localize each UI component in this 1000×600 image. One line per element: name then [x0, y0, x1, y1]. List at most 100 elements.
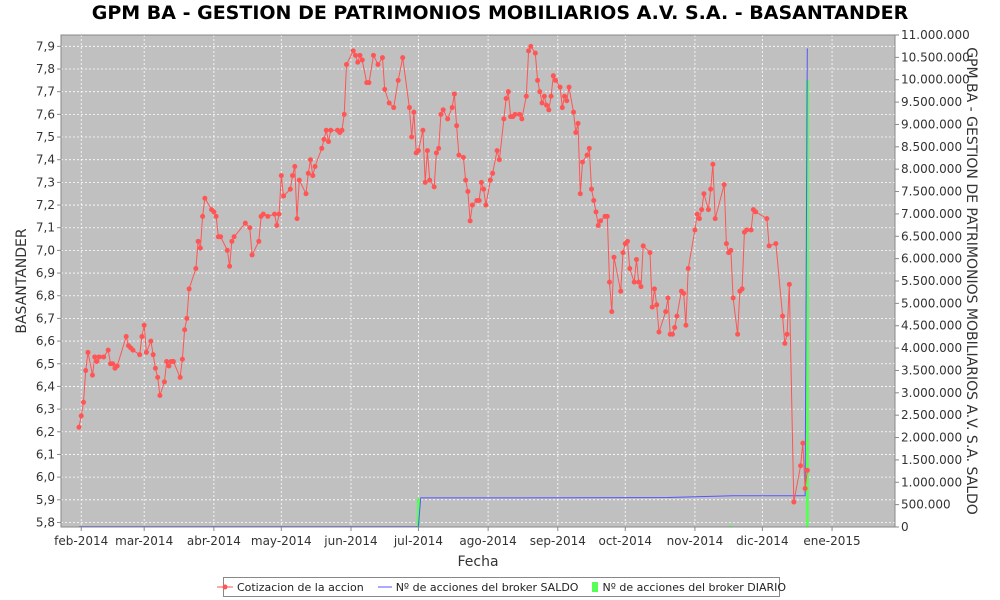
y2-tick-label: 2.000.000 — [901, 431, 962, 445]
price-point — [766, 243, 772, 249]
price-point — [195, 238, 201, 244]
price-point — [265, 213, 271, 219]
price-point — [310, 173, 316, 179]
price-point — [782, 340, 788, 346]
price-point — [101, 354, 107, 360]
price-point — [654, 302, 660, 308]
price-point — [638, 284, 644, 290]
price-point — [445, 116, 451, 122]
y2-axis-label: GPM BA - GESTION DE PATRIMONIOS MOBILIAR… — [963, 47, 979, 515]
price-point — [651, 286, 657, 292]
price-point — [735, 331, 741, 337]
price-point — [519, 116, 525, 122]
price-point — [609, 309, 615, 315]
price-point — [231, 234, 237, 240]
price-point — [669, 331, 675, 337]
y2-tick-label: 10.500.000 — [901, 50, 970, 64]
price-point — [427, 177, 433, 183]
price-point — [164, 358, 170, 364]
price-point — [611, 254, 617, 260]
price-point — [343, 61, 349, 67]
price-point — [548, 93, 554, 99]
price-point — [89, 372, 95, 378]
price-point — [137, 352, 143, 358]
y2-tick-label: 7.000.000 — [901, 207, 962, 221]
price-point — [665, 295, 671, 301]
price-point — [553, 77, 559, 83]
price-point — [692, 227, 698, 233]
x-tick-label: jul-2014 — [393, 534, 443, 548]
price-point — [292, 164, 298, 170]
price-point — [123, 334, 129, 340]
price-point — [786, 281, 792, 287]
y-tick-label: 7,6 — [36, 107, 55, 121]
y2-tick-label: 6.500.000 — [901, 229, 962, 243]
price-point — [478, 179, 484, 185]
price-point — [701, 191, 707, 197]
price-point — [186, 286, 192, 292]
legend-price-label: Cotizacion de la accion — [236, 580, 364, 594]
price-point — [202, 195, 208, 201]
y2-tick-label: 5.000.000 — [901, 296, 962, 310]
price-point — [294, 216, 300, 222]
price-point — [130, 347, 136, 353]
price-point — [177, 374, 183, 380]
y2-tick-label: 1.000.000 — [901, 475, 962, 489]
y2-tick-label: 7.500.000 — [901, 185, 962, 199]
price-point — [305, 170, 311, 176]
x-tick-label: oct-2014 — [598, 534, 652, 548]
y-tick-label: 7,8 — [36, 62, 55, 76]
price-point — [197, 245, 203, 251]
price-point — [683, 322, 689, 328]
daily-bar — [416, 498, 420, 527]
y2-tick-label: 10.000.000 — [901, 73, 970, 87]
grid-lines — [61, 35, 895, 527]
price-point — [517, 111, 523, 117]
price-point — [420, 127, 426, 133]
price-point — [546, 107, 552, 113]
price-point — [649, 304, 655, 310]
price-point — [604, 213, 610, 219]
price-point — [139, 334, 145, 340]
price-point — [633, 256, 639, 262]
price-point — [211, 209, 217, 215]
price-point — [409, 134, 415, 140]
price-point — [773, 241, 779, 247]
price-point — [681, 290, 687, 296]
price-point — [791, 499, 797, 505]
daily-bar — [729, 525, 733, 527]
price-point — [764, 216, 770, 222]
price-point — [341, 111, 347, 117]
price-point — [92, 354, 98, 360]
price-point — [696, 216, 702, 222]
price-point — [229, 238, 235, 244]
price-point — [161, 379, 167, 385]
price-point — [674, 313, 680, 319]
price-point — [753, 209, 759, 215]
y2-tick-label: 6.000.000 — [901, 252, 962, 266]
price-point — [598, 218, 604, 224]
price-point — [481, 186, 487, 192]
price-point — [454, 123, 460, 129]
y-tick-label: 6,9 — [36, 266, 55, 280]
price-point — [564, 98, 570, 104]
price-point — [636, 279, 642, 285]
price-point — [456, 152, 462, 158]
y2-tick-label: 4.000.000 — [901, 341, 962, 355]
price-point — [566, 84, 572, 90]
price-point — [339, 127, 345, 133]
price-point — [370, 52, 376, 58]
price-point — [672, 324, 678, 330]
price-point — [272, 211, 278, 217]
price-point — [449, 105, 455, 111]
price-point — [730, 295, 736, 301]
price-point — [440, 107, 446, 113]
price-point — [375, 61, 381, 67]
price-point — [247, 225, 253, 231]
price-point — [550, 73, 556, 79]
price-point — [386, 100, 392, 106]
price-point — [721, 182, 727, 188]
price-point — [544, 102, 550, 108]
x-tick-label: nov-2014 — [667, 534, 724, 548]
price-point — [723, 241, 729, 247]
